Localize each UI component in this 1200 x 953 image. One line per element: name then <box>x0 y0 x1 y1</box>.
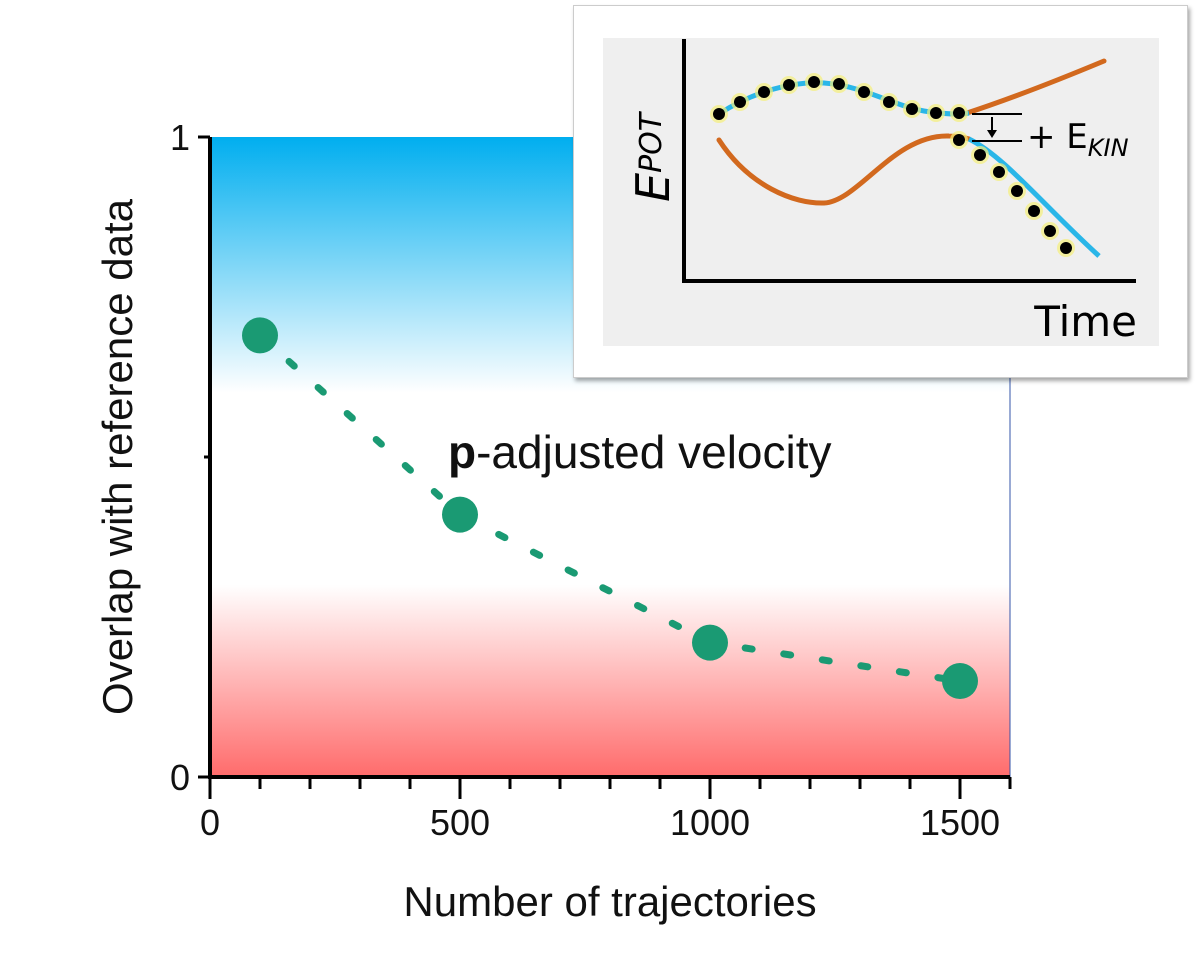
trajectory-step-dot <box>758 86 770 98</box>
trajectory-step-dot <box>953 107 965 119</box>
inset-background <box>603 38 1159 346</box>
x-tick-label: 1000 <box>670 802 750 843</box>
y-axis-title: Overlap with reference data <box>94 198 141 715</box>
y-tick-label: 1 <box>170 117 190 158</box>
data-point <box>692 624 728 661</box>
x-tick-label: 1500 <box>920 802 1000 843</box>
trajectory-step-dot <box>974 149 986 161</box>
trajectory-step-dot <box>833 78 845 90</box>
trajectory-step-dot <box>883 96 895 108</box>
trajectory-step-dot <box>930 107 942 119</box>
inset-panel: + EKIN EPOT Time <box>573 5 1188 378</box>
inset-annotation: + EKIN <box>1027 117 1129 162</box>
y-tick-label: 0 <box>170 757 190 798</box>
inset-y-label: EPOT <box>626 110 680 202</box>
trajectory-step-dot <box>1028 205 1040 217</box>
x-tick-label: 0 <box>200 802 220 843</box>
trajectory-step-dot <box>993 166 1005 178</box>
data-point <box>942 663 978 699</box>
annotation-bold: p <box>448 426 476 478</box>
inset-x-label: Time <box>1033 297 1137 346</box>
trajectory-step-dot <box>1011 185 1023 197</box>
upper-surface-curve <box>961 58 1107 117</box>
x-axis-title: Number of trajectories <box>403 878 816 925</box>
annotation-rest: -adjusted velocity <box>476 426 831 478</box>
inset-diagram: + EKIN EPOT Time <box>603 38 1159 346</box>
trajectory-step-dot <box>783 79 795 91</box>
arrow-head-icon <box>987 130 997 138</box>
trajectory-step-dot <box>906 103 918 115</box>
trajectory-step-dot <box>713 108 725 120</box>
trajectory-step-dot <box>1044 225 1056 237</box>
trajectory-step-dot <box>858 86 870 98</box>
trajectory-step-dot <box>953 134 965 146</box>
data-point <box>442 496 478 533</box>
trajectory-step-dot <box>808 76 820 88</box>
annotation-label: p-adjusted velocity <box>448 426 832 478</box>
trajectory-step-dot <box>1060 242 1072 254</box>
data-point <box>242 317 278 354</box>
x-tick-label: 500 <box>430 802 490 843</box>
trajectory-step-dot <box>734 96 746 108</box>
